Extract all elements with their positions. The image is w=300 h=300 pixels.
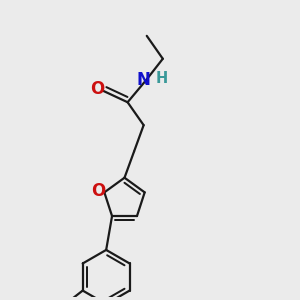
Text: H: H <box>156 71 168 86</box>
Text: O: O <box>91 182 105 200</box>
Text: O: O <box>90 80 104 98</box>
Text: N: N <box>137 70 151 88</box>
